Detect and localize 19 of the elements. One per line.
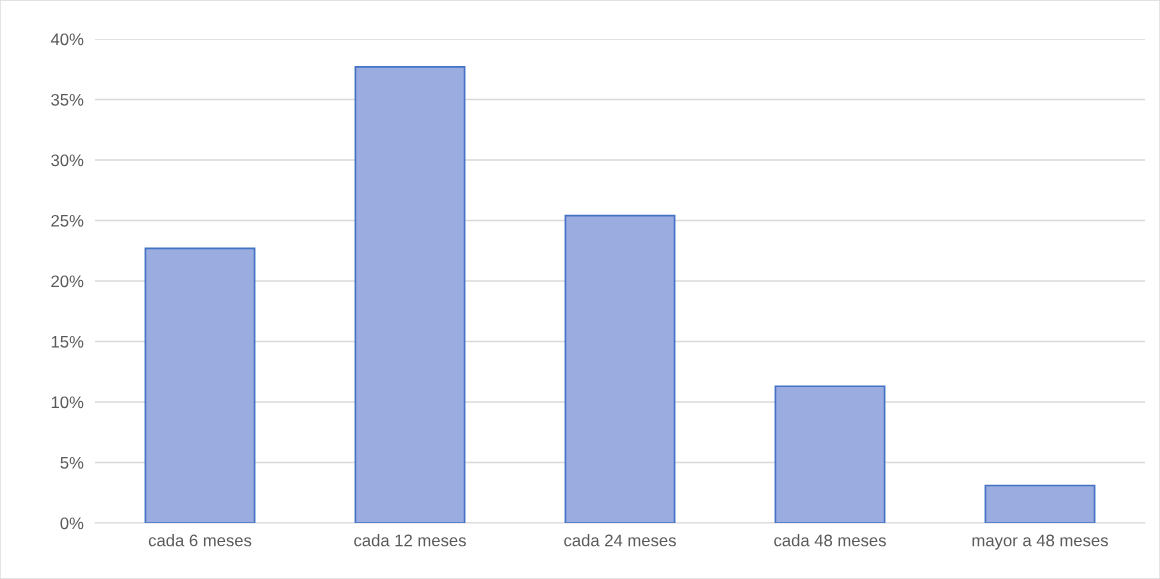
y-tick-label: 15%	[51, 335, 84, 348]
bar	[564, 214, 676, 523]
y-tick-label: 0%	[60, 517, 84, 530]
bar	[144, 247, 256, 523]
y-tick-label: 30%	[51, 154, 84, 167]
y-tick-label: 5%	[60, 456, 84, 469]
bar	[354, 65, 466, 523]
bar	[774, 385, 886, 523]
y-tick-label: 35%	[51, 93, 84, 106]
y-tick-label: 10%	[51, 396, 84, 409]
y-tick-label: 20%	[51, 275, 84, 288]
x-tick-label: cada 12 meses	[354, 534, 466, 547]
x-tick-label: cada 48 meses	[774, 534, 886, 547]
y-tick-label: 40%	[50, 33, 84, 46]
bar	[984, 484, 1096, 523]
x-tick-label: cada 24 meses	[564, 534, 676, 547]
x-tick-label: cada 6 meses	[148, 534, 252, 547]
y-tick-label: 25%	[51, 214, 84, 227]
x-tick-label: mayor a 48 meses	[972, 534, 1108, 550]
